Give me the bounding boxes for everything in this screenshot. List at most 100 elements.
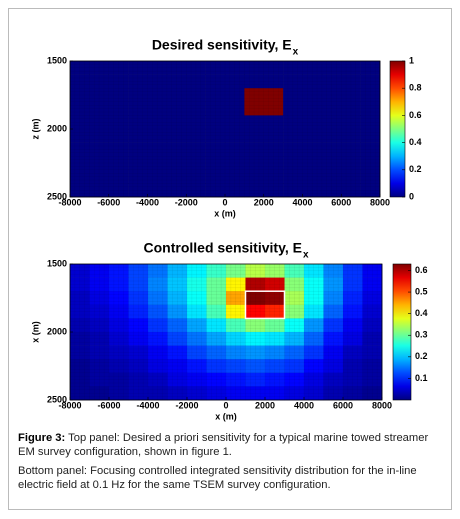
heat-cell [89,129,110,143]
heat-cell [341,101,361,116]
heat-cell [147,156,168,171]
heat-cell [265,277,285,292]
heat-cell [167,318,188,333]
heat-cell [70,183,90,198]
y-tick-label: 2000 [47,326,67,336]
heat-cell [89,142,110,157]
heat-cell [265,359,285,374]
heat-cell [70,291,90,306]
heat-cell [70,88,90,103]
heat-cell [225,101,245,116]
heat-cell [263,101,284,116]
heat-cell [109,318,129,333]
heat-cell [166,129,187,143]
heat-cell [321,61,342,75]
colorbar-tick-label: 0.8 [409,83,422,93]
x-tick-label: 6000 [331,197,351,207]
heat-cell [283,115,303,130]
heat-cell [128,183,148,198]
heat-cell [89,386,110,401]
colorbar [392,263,412,401]
heat-cell [265,345,285,360]
figure-frame [8,8,452,510]
heat-cell [244,142,265,157]
heat-cell [89,264,110,278]
heat-cell [244,129,265,143]
heat-cell [70,156,90,171]
x-tick-label: -2000 [175,197,198,207]
heat-cell [263,74,284,89]
heat-cell [187,332,207,346]
heat-cell [128,372,149,387]
heat-cell [284,318,305,333]
x-tick-label: 4000 [294,400,314,410]
heat-cell [343,372,363,387]
heat-cell [89,101,110,116]
heat-cell [225,183,245,198]
chart: -8000 -6000 -4000 -2000 0 2000 4000 6000 8000 150… [30,37,428,422]
heat-cell [186,115,206,130]
heat-cell [89,115,110,130]
x-tick-label: 8000 [370,197,390,207]
heat-cell [89,291,110,306]
heat-cell [128,359,149,374]
heat-cell [225,156,245,171]
heat-cell [226,359,246,374]
heat-cell [166,142,187,157]
heat-cell [205,129,226,143]
heat-cell [244,183,265,198]
x-tick-label: -8000 [58,400,81,410]
heat-cell [304,345,324,360]
heat-cell [147,88,168,103]
heat-cell [304,332,324,346]
heat-cell [302,129,323,143]
heat-cell [302,142,323,157]
heat-cell [147,142,168,157]
heat-cell [225,74,245,89]
heat-cell [206,345,227,360]
heat-cell [226,264,246,278]
heat-cell [206,318,227,333]
heat-cell [244,169,265,184]
heat-cell [187,291,207,306]
heat-cell [109,372,129,387]
heat-cell [206,264,227,278]
heat-cell [205,169,226,184]
heat-cell [323,318,344,333]
x-tick-label: 0 [223,400,228,410]
heat-cell [205,142,226,157]
heat-cell [284,359,305,374]
heat-cell [70,264,90,278]
colorbar-tick-label: 1 [409,55,414,65]
heat-cell [148,318,168,333]
heat-cell [89,88,110,103]
colorbar-tick-label: 0.3 [415,330,428,340]
heat-cell [147,169,168,184]
x-tick-label: -6000 [97,197,120,207]
heat-cell [362,386,383,401]
heat-cell [148,291,168,306]
y-tick-label: 2500 [47,394,67,404]
heat-cell [244,88,265,103]
heat-cell [128,101,148,116]
x-tick-label: 2000 [254,197,274,207]
heat-cell [70,74,90,89]
heat-cell [245,264,266,278]
heat-cell [283,156,303,171]
heat-cell [360,74,381,89]
heat-cell [302,183,323,198]
heat-cell [283,169,303,184]
heat-cell [263,183,284,198]
heat-cell [302,115,323,130]
heat-cell [167,291,188,306]
heat-cell [360,169,381,184]
heat-cell [304,277,324,292]
x-tick-label: 6000 [333,400,353,410]
heat-cell [226,372,246,387]
x-tick-label: 2000 [255,400,275,410]
heat-cell [304,264,324,278]
heat-cell [360,61,381,75]
heat-cell [70,115,90,130]
x-tick-label: 0 [222,197,227,207]
colorbar-tick-label: 0.6 [409,110,422,120]
